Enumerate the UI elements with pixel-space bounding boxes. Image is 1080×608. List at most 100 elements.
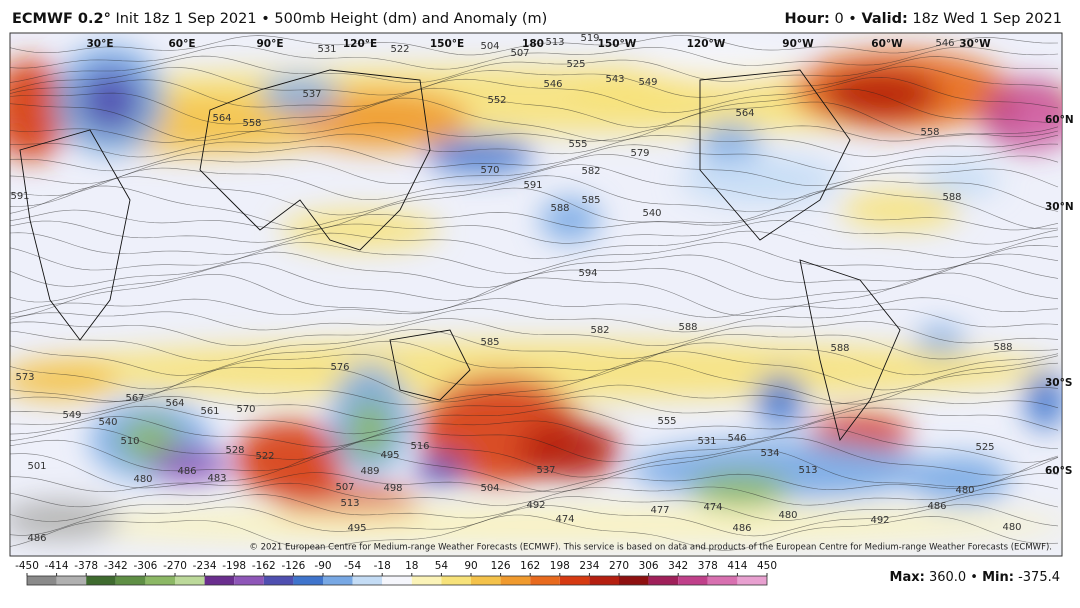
contour-label: 564: [735, 108, 754, 119]
contour-line: [10, 437, 1059, 478]
contour-label: 522: [255, 451, 274, 462]
contour-line: [10, 504, 1059, 537]
contour-label: 588: [550, 203, 569, 214]
colorbar-segment: [86, 576, 116, 585]
colorbar-tick-label: -414: [45, 560, 69, 572]
colorbar-tick-label: 414: [727, 560, 747, 572]
anomaly-blob: [910, 455, 1010, 505]
contour-line: [10, 405, 1059, 435]
colorbar-segment: [559, 576, 590, 585]
longitude-label: 150°E: [430, 38, 464, 50]
contour-label: 588: [993, 342, 1012, 353]
colorbar-tick-label: -270: [163, 560, 187, 572]
contour-line: [10, 230, 1059, 260]
anomaly-blob: [840, 190, 960, 230]
contour-line: [10, 122, 1059, 143]
colorbar-segment: [323, 576, 353, 585]
contour-label: 588: [830, 343, 849, 354]
map-labels: 30°E 60°E 90°E 120°E 150°E 180 150°W 120°W 90°W 6…: [10, 33, 1073, 544]
latitude-label: 60°N: [1045, 114, 1074, 126]
anomaly-blob: [540, 198, 600, 242]
contour-label: 546: [935, 38, 954, 49]
contour-line: [10, 175, 1059, 216]
colorbar-segment: [648, 576, 679, 585]
contour-line: [10, 318, 1059, 347]
colorbar-segment: [441, 576, 471, 585]
contour-line: [10, 87, 1059, 128]
anomaly-field: [10, 42, 1062, 543]
colorbar-segment: [500, 576, 531, 585]
contour-label: 486: [177, 466, 196, 477]
contour-label: 501: [27, 461, 46, 472]
contour-label: 522: [390, 44, 409, 55]
contour-label: 531: [317, 44, 336, 55]
colorbar-frame: [26, 575, 768, 586]
colorbar-tick-label: 162: [520, 560, 540, 572]
contour-label: 537: [302, 89, 321, 100]
coastline: [799, 259, 901, 442]
contour-line: [10, 448, 1059, 493]
contour-label: 567: [125, 393, 144, 404]
anomaly-blob: [520, 420, 620, 480]
contour-line: [10, 164, 1059, 201]
contour-label: 576: [330, 362, 349, 373]
contour-label: 591: [10, 191, 29, 202]
colorbar-segment: [352, 576, 383, 585]
longitude-label: 60°E: [168, 38, 195, 50]
longitude-label: 180: [522, 38, 544, 50]
colorbar-tick-label: 198: [550, 560, 570, 572]
contour-label: 534: [760, 448, 779, 459]
coastline: [699, 69, 851, 241]
contour-line: [10, 472, 1059, 493]
contour-label: 561: [200, 406, 219, 417]
contour-label: 480: [778, 510, 797, 521]
colorbar: -450 -414 -378 -342 -306 -270 -234 -198 -162 -126…: [15, 560, 777, 586]
contour-label: 549: [62, 410, 81, 421]
contour-label: 531: [697, 436, 716, 447]
model: ECMWF 0.2°: [12, 11, 111, 27]
colorbar-tick-label: 18: [405, 560, 418, 572]
contour-line: [10, 143, 1059, 172]
contour-line: [10, 133, 1059, 158]
contour-line: [10, 272, 1059, 318]
anomaly-blob: [80, 70, 140, 130]
contour-label: 552: [487, 95, 506, 106]
contour-label: 480: [955, 485, 974, 496]
anomaly-blob: [10, 500, 120, 540]
contour-label: 489: [360, 466, 379, 477]
colorbar-tick-label: 378: [698, 560, 718, 572]
contour-label: 486: [27, 533, 46, 544]
colorbar-segment: [115, 576, 146, 585]
hour-label: Hour:: [784, 11, 829, 27]
contour-label: 516: [410, 441, 429, 452]
contour-label: 498: [383, 483, 402, 494]
contour-label: 486: [732, 523, 751, 534]
contour-line: [10, 482, 1059, 508]
longitude-label: 30°E: [86, 38, 113, 50]
colorbar-tick-label: 234: [579, 560, 599, 572]
coastline: [389, 329, 471, 401]
contour-label: 585: [581, 195, 600, 206]
header-right: Hour: 0 • Valid: 18z Wed 1 Sep 2021: [784, 11, 1062, 27]
longitude-label: 60°W: [871, 38, 903, 50]
anomaly-blob: [10, 60, 70, 160]
colorbar-tick-label: -162: [252, 560, 276, 572]
contour-label: 564: [165, 398, 184, 409]
contour-label: 477: [650, 505, 669, 516]
latitude-label: 30°N: [1045, 201, 1074, 213]
coastline: [199, 69, 431, 251]
contour-label: 546: [543, 79, 562, 90]
colorbar-tick-label: -342: [104, 560, 128, 572]
colorbar-tick-label: 450: [757, 560, 777, 572]
contour-label: 495: [380, 450, 399, 461]
contour-label: 507: [510, 48, 529, 59]
colorbar-segment: [145, 576, 175, 585]
colorbar-segment: [589, 576, 619, 585]
anomaly-blob: [150, 447, 230, 483]
contour-label: 537: [536, 465, 555, 476]
contour-line: [10, 185, 1059, 230]
anomaly-blob: [235, 420, 345, 500]
contour-label: 558: [242, 118, 261, 129]
contour-line: [10, 35, 1059, 56]
